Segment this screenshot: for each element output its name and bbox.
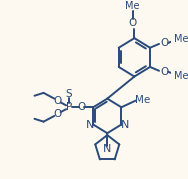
- Text: O: O: [160, 67, 169, 77]
- Text: Me: Me: [134, 95, 150, 105]
- Text: Me: Me: [174, 71, 188, 81]
- Text: N: N: [85, 120, 94, 130]
- Text: O: O: [77, 102, 86, 112]
- Text: N: N: [121, 120, 129, 130]
- Text: Me: Me: [174, 34, 188, 44]
- Text: O: O: [53, 96, 61, 106]
- Text: O: O: [128, 18, 137, 28]
- Text: P: P: [66, 102, 72, 112]
- Text: O: O: [53, 109, 61, 119]
- Text: S: S: [65, 89, 72, 99]
- Text: Me: Me: [125, 1, 140, 11]
- Text: N: N: [103, 144, 111, 154]
- Text: O: O: [160, 38, 169, 48]
